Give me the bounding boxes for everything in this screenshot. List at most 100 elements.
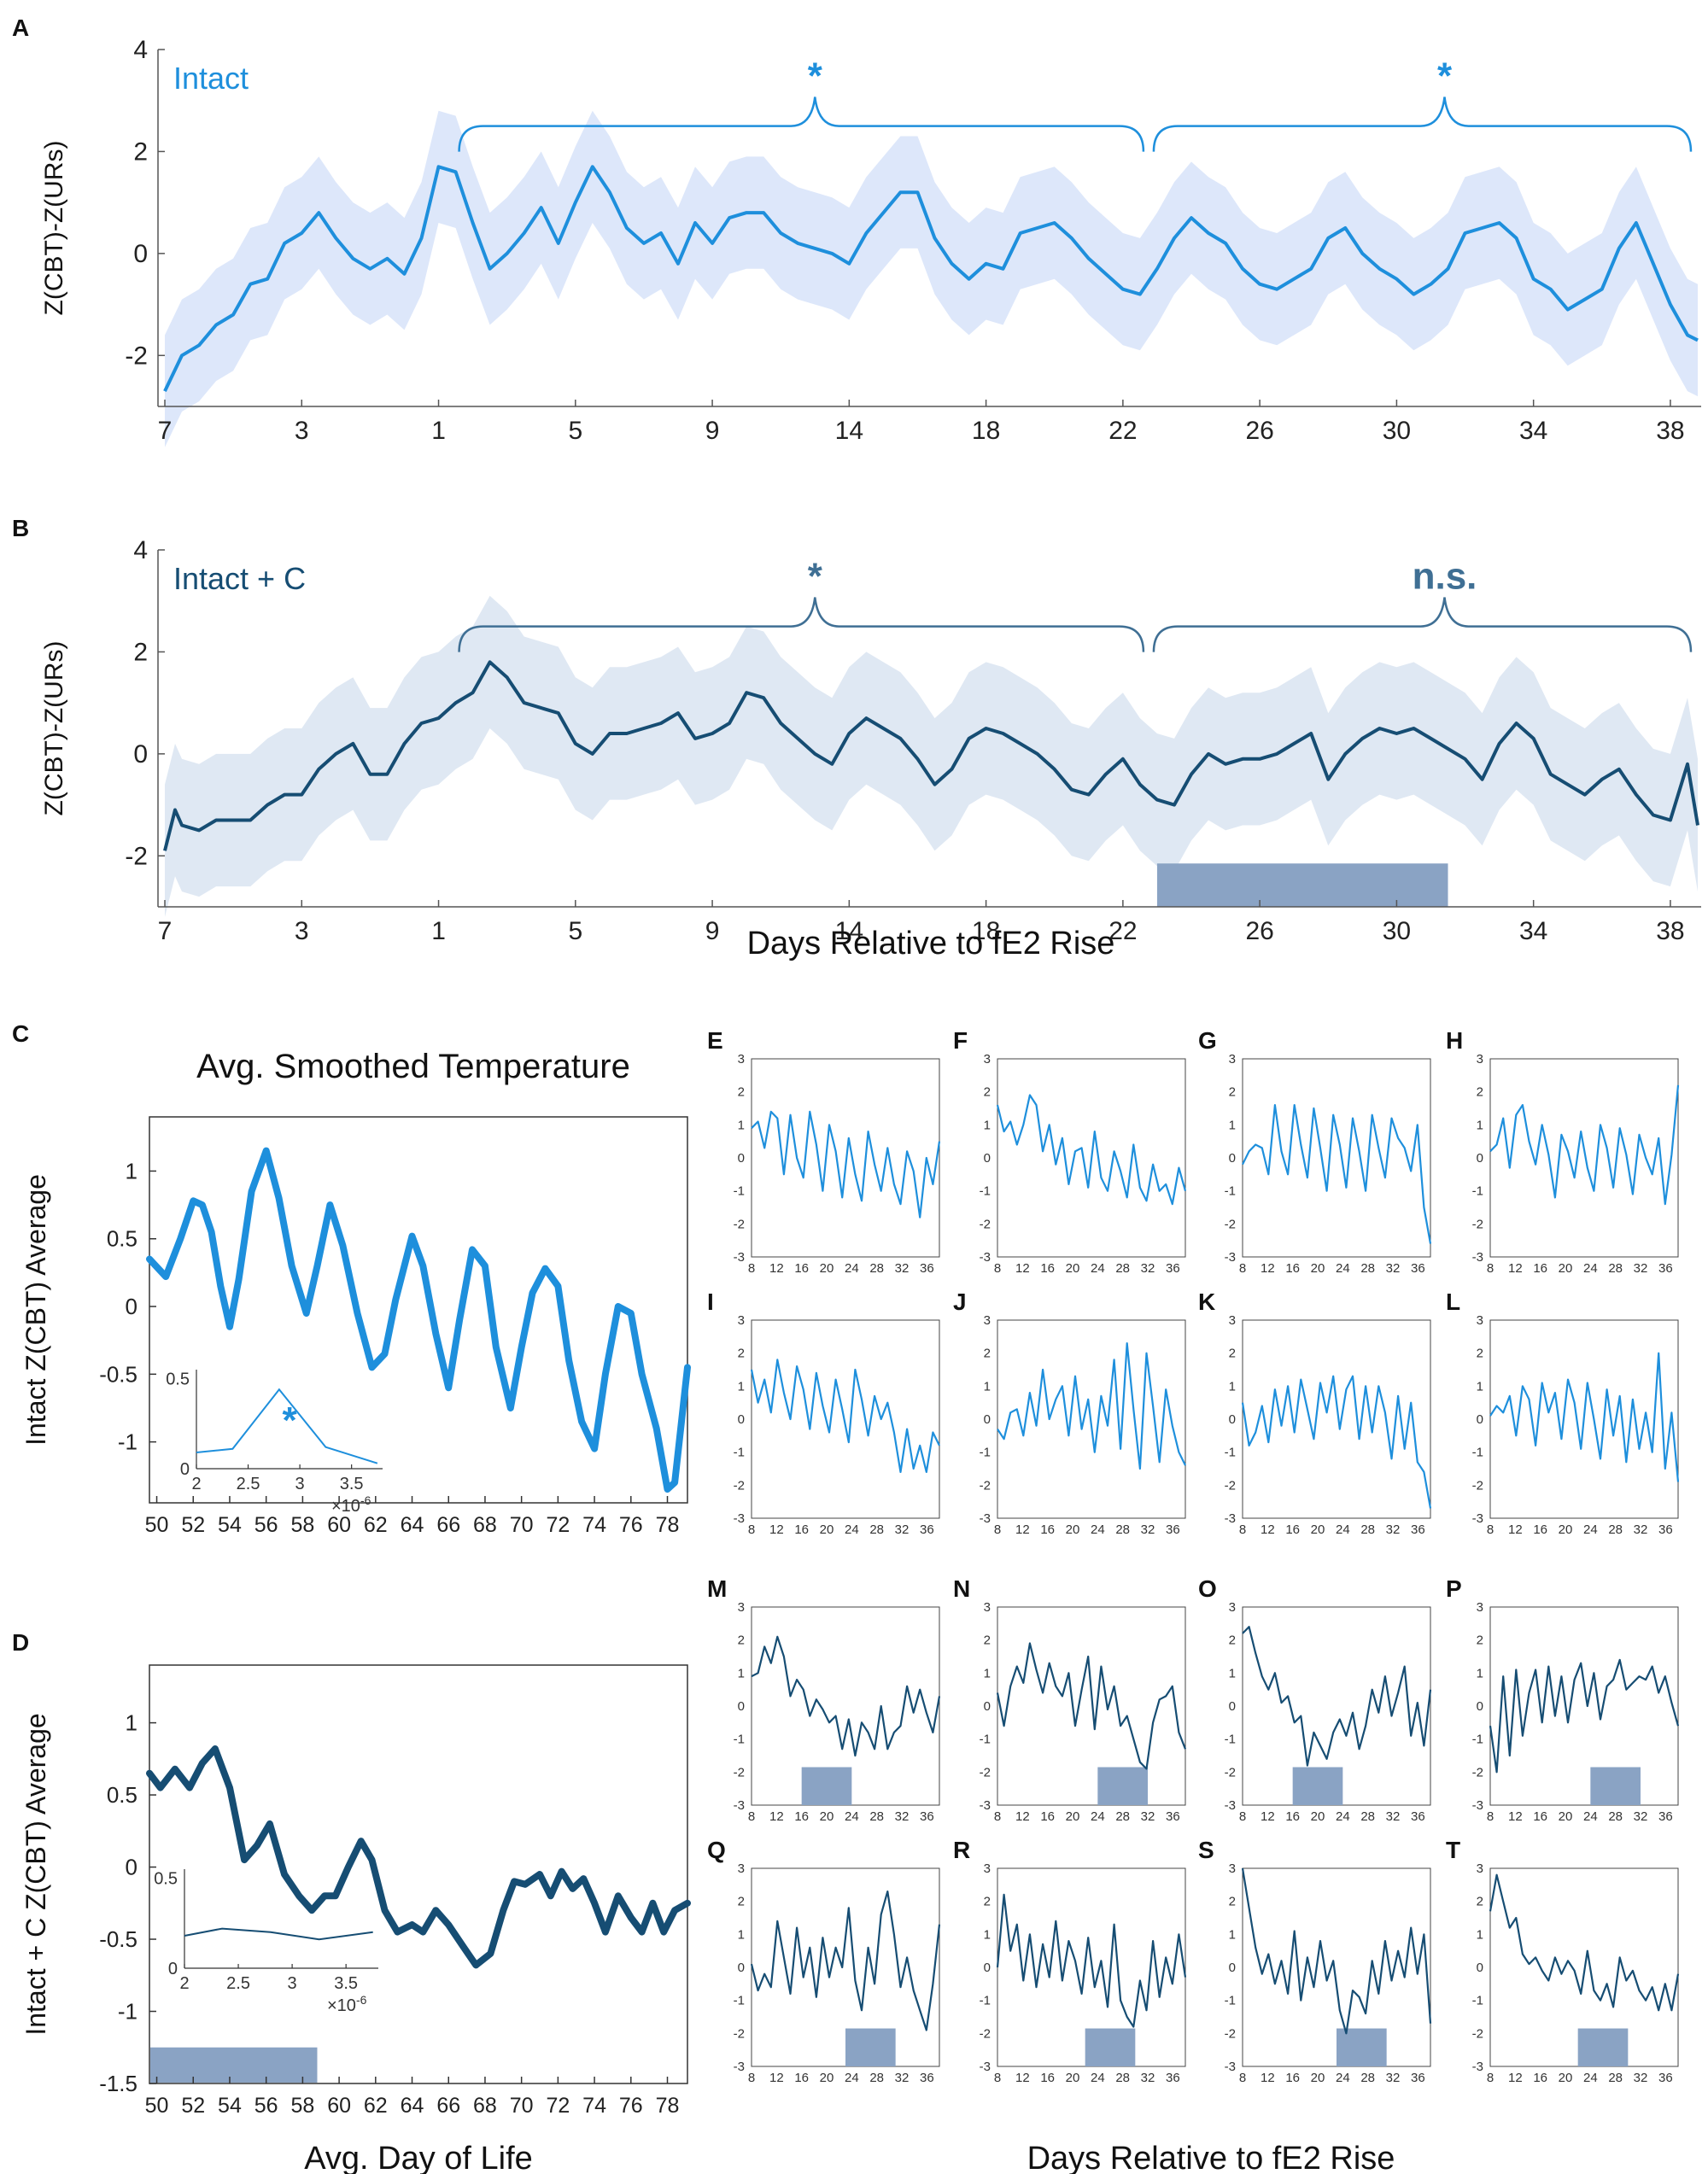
x-tick-label: 32 <box>1141 1261 1155 1276</box>
y-tick-label: 0 <box>1477 1412 1483 1427</box>
x-tick-label: 20 <box>1066 1522 1080 1537</box>
inset-x-tick-label: 3.5 <box>340 1475 364 1493</box>
x-tick-label: 24 <box>845 1522 859 1537</box>
x-tick-label: 32 <box>1386 1522 1401 1537</box>
trace-line <box>751 1110 941 1218</box>
y-tick-label: -2 <box>980 1217 991 1231</box>
x-tick-label: 58 <box>290 2094 314 2118</box>
x-tick-label: 3 <box>295 917 309 945</box>
y-tick-label: 1 <box>1229 1379 1236 1394</box>
plot-frame <box>997 1319 1186 1519</box>
x-tick-label: 7 <box>158 917 173 945</box>
plot-frame <box>1489 1319 1679 1519</box>
plot-frame <box>149 1664 688 2084</box>
x-tick-label: 26 <box>1245 417 1273 445</box>
y-tick-label: 3 <box>1229 1313 1236 1328</box>
x-tick-label: 30 <box>1383 417 1411 445</box>
x-tick-label: 20 <box>1559 1522 1573 1537</box>
panel-letter: Q <box>707 1837 726 1863</box>
plot-frame <box>1242 1319 1431 1519</box>
x-tick-label: 12 <box>1015 1522 1030 1537</box>
x-tick-label: 38 <box>1656 917 1684 945</box>
y-tick-label: 0 <box>738 1699 745 1714</box>
trace-line <box>1242 1626 1432 1767</box>
y-tick-label: -1 <box>734 1446 745 1460</box>
panel-letter: I <box>707 1289 714 1315</box>
trace-line <box>1242 1104 1432 1244</box>
x-tick-label: 62 <box>364 2094 388 2118</box>
x-tick-label: 32 <box>1634 1261 1648 1276</box>
x-tick-label: 20 <box>1066 2071 1080 2085</box>
y-tick-label: -1 <box>118 1429 137 1455</box>
panel-b: B -2 0 2 4 7 3 1 5 9 14 18 22 26 30 34 38 Z(CBT)-Z(URs) In… <box>12 515 1701 961</box>
y-tick-label: -1 <box>980 1733 991 1747</box>
y-tick-label: 2 <box>738 1085 745 1100</box>
y-tick-label: -3 <box>1225 1250 1236 1265</box>
panel-letter: J <box>953 1289 967 1315</box>
y-tick-label: 3 <box>984 1861 991 1876</box>
y-tick-label: 3 <box>1229 1052 1236 1067</box>
inset-line <box>196 1388 378 1464</box>
x-tick-label: 74 <box>582 1513 606 1537</box>
y-tick-label: -2 <box>1225 1478 1236 1493</box>
x-tick-label: 36 <box>1166 1809 1180 1824</box>
x-tick-label: 12 <box>1261 1261 1275 1276</box>
x-tick-label: 24 <box>1091 1522 1105 1537</box>
panel-letter: H <box>1446 1027 1463 1054</box>
y-tick-label: 3 <box>984 1600 991 1615</box>
x-tick-label: 38 <box>1656 417 1684 445</box>
x-tick-label: 64 <box>401 2094 424 2118</box>
x-tick-label: 50 <box>145 1513 169 1537</box>
mean-line <box>163 660 1699 851</box>
x-tick-label: 32 <box>1141 2071 1155 2085</box>
trace-line <box>1489 1658 1680 1774</box>
y-tick-label: -3 <box>980 1250 991 1265</box>
y-tick-label: -3 <box>980 1511 991 1526</box>
y-tick-label: 2 <box>1477 1895 1483 1909</box>
y-tick-label: -0.5 <box>99 1361 137 1387</box>
x-tick-label: 28 <box>1360 1809 1375 1824</box>
trace-line <box>750 1359 940 1473</box>
x-axis-label: Days Relative to fE2 Rise <box>1027 2141 1395 2174</box>
x-tick-label: 16 <box>1533 1261 1547 1276</box>
x-tick-label: 24 <box>1336 1522 1350 1537</box>
y-tick-label: -2 <box>734 1765 745 1780</box>
trace-line <box>1489 1084 1680 1206</box>
contraception-period-bar <box>1085 2028 1136 2066</box>
x-tick-label: 12 <box>769 1522 784 1537</box>
significance-bracket <box>1152 597 1693 652</box>
x-tick-label: 32 <box>895 1261 910 1276</box>
y-tick-label: -3 <box>734 2060 745 2074</box>
y-tick-label: 2 <box>1229 1895 1236 1909</box>
inset-y-tick-label: 0 <box>180 1460 190 1479</box>
x-tick-label: 8 <box>1487 2071 1494 2085</box>
x-tick-label: 16 <box>1040 1261 1055 1276</box>
y-tick-label: 0 <box>738 1961 745 1975</box>
x-tick-label: 8 <box>1487 1522 1494 1537</box>
x-tick-label: 30 <box>1383 917 1411 945</box>
y-tick-label: 2 <box>984 1633 991 1648</box>
panel-d: D -1.5 -1 -0.5 0 0.5 1 50 52 54 56 58 60 62 64 66 68 70 72… <box>12 1629 691 2174</box>
x-tick-label: 32 <box>1141 1809 1155 1824</box>
x-tick-label: 78 <box>656 2094 680 2118</box>
x-tick-label: 8 <box>994 2071 1001 2085</box>
contraception-period-bar <box>1590 1767 1641 1805</box>
y-tick-label: 2 <box>1477 1347 1483 1361</box>
x-tick-label: 12 <box>1261 1522 1275 1537</box>
inset-y-tick-label: 0 <box>168 1960 178 1978</box>
y-tick-label: 0 <box>984 1412 991 1427</box>
x-tick-label: 9 <box>705 917 720 945</box>
significance-bracket <box>458 96 1145 152</box>
y-tick-label: 0 <box>984 1699 991 1714</box>
y-tick-label: 0 <box>133 240 148 268</box>
y-tick-label: 2 <box>1477 1633 1483 1648</box>
series-label: Intact <box>173 61 249 96</box>
x-tick-label: 20 <box>1559 1261 1573 1276</box>
y-tick-label: 1 <box>984 1666 991 1680</box>
x-tick-label: 74 <box>582 2094 606 2118</box>
x-tick-label: 36 <box>1411 1261 1425 1276</box>
y-tick-label: -3 <box>734 1511 745 1526</box>
